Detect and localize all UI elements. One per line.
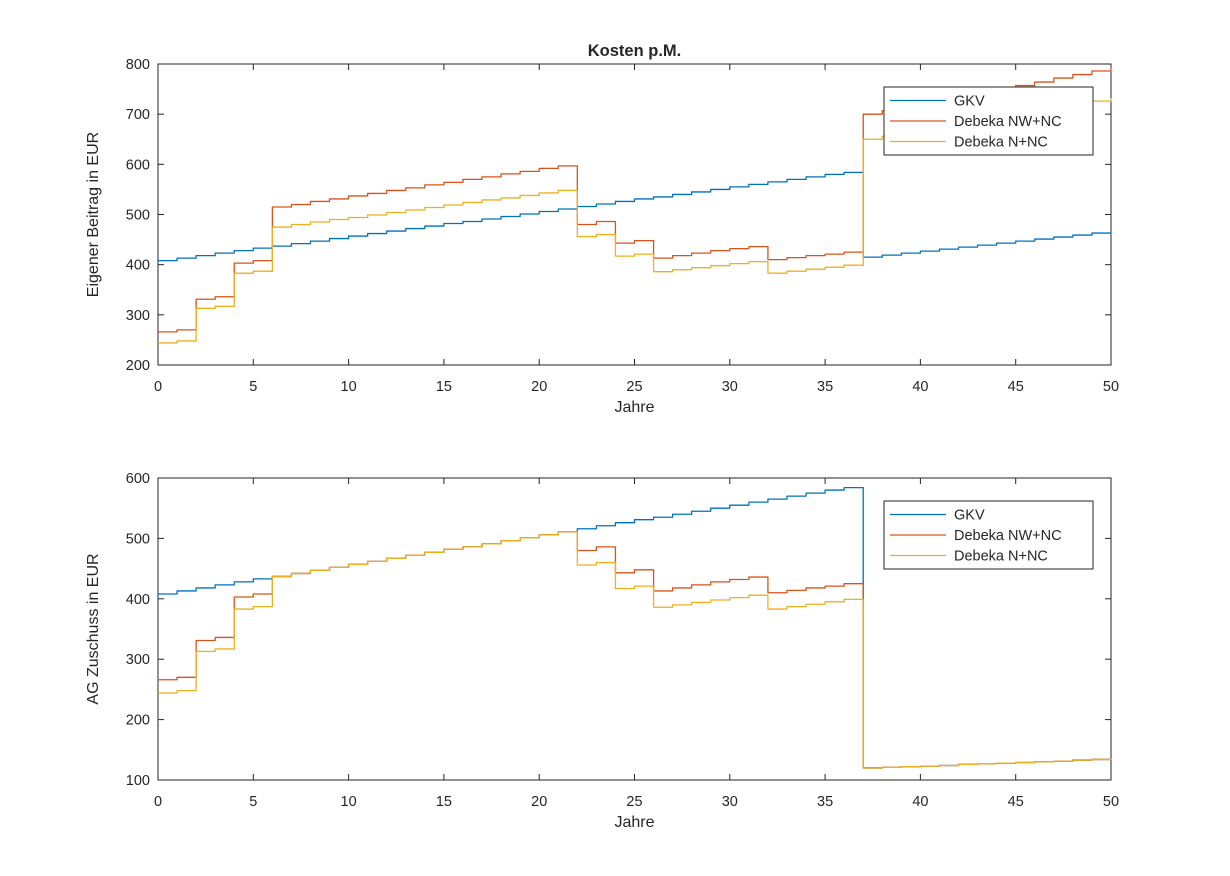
x-tick-label: 5 — [249, 794, 257, 810]
x-tick-label: 40 — [912, 379, 928, 395]
y-tick-label: 500 — [126, 208, 150, 224]
x-tick-label: 5 — [249, 379, 257, 395]
x-tick-label: 15 — [436, 379, 452, 395]
legend: GKV Debeka NW+NC Debeka N+NC — [883, 500, 1094, 570]
x-tick-label: 0 — [154, 379, 162, 395]
legend-label: Debeka N+NC — [954, 135, 1048, 151]
legend-label: Debeka NW+NC — [954, 528, 1062, 544]
legend-label: Debeka NW+NC — [954, 114, 1062, 130]
x-tick-label: 50 — [1103, 379, 1119, 395]
legend: GKV Debeka NW+NC Debeka N+NC — [883, 86, 1094, 156]
x-tick-label: 30 — [722, 794, 738, 810]
y-tick-label: 100 — [126, 773, 150, 789]
y-tick-label: 700 — [126, 107, 150, 123]
chart-title: Kosten p.M. — [588, 42, 682, 60]
x-tick-label: 25 — [626, 794, 642, 810]
x-axis-label: Jahre — [614, 814, 654, 831]
x-tick-label: 0 — [154, 794, 162, 810]
legend-entry-gkv: GKV — [890, 508, 985, 524]
y-tick-label: 400 — [126, 258, 150, 274]
x-tick-label: 45 — [1008, 794, 1024, 810]
x-tick-label: 40 — [912, 794, 928, 810]
legend-entry-debeka-n-nc: Debeka N+NC — [890, 135, 1048, 151]
subplot-eigener-beitrag-in-eur: 0 5 10 15 20 25 30 35 40 45 50 200 300 400 500 600 700 80… — [85, 42, 1119, 416]
y-tick-label: 200 — [126, 713, 150, 729]
x-tick-label: 20 — [531, 379, 547, 395]
x-tick-label: 20 — [531, 794, 547, 810]
legend-label: GKV — [954, 508, 985, 524]
y-tick-label: 400 — [126, 592, 150, 608]
x-tick-label: 45 — [1008, 379, 1024, 395]
x-tick-label: 25 — [626, 379, 642, 395]
x-tick-label: 35 — [817, 794, 833, 810]
x-tick-label: 50 — [1103, 794, 1119, 810]
legend-label: Debeka N+NC — [954, 549, 1048, 565]
legend-label: GKV — [954, 94, 985, 110]
y-tick-label: 800 — [126, 57, 150, 73]
legend-entry-gkv: GKV — [890, 94, 985, 110]
subplot-ag-zuschuss-in-eur: 0 5 10 15 20 25 30 35 40 45 50 100 200 300 400 500 600 GK… — [85, 471, 1119, 831]
y-axis-label: AG Zuschuss in EUR — [85, 553, 102, 704]
series-line-debeka-n-nc — [158, 531, 1112, 769]
legend-entry-debeka-nw-nc: Debeka NW+NC — [890, 114, 1062, 130]
x-tick-label: 15 — [436, 794, 452, 810]
y-tick-label: 300 — [126, 308, 150, 324]
legend-entry-debeka-nw-nc: Debeka NW+NC — [890, 528, 1062, 544]
series-line-gkv — [158, 171, 1112, 262]
y-tick-label: 600 — [126, 471, 150, 487]
x-tick-label: 30 — [722, 379, 738, 395]
x-tick-label: 10 — [341, 794, 357, 810]
y-tick-label: 300 — [126, 652, 150, 668]
y-tick-label: 500 — [126, 531, 150, 547]
y-tick-label: 200 — [126, 358, 150, 374]
x-tick-label: 10 — [341, 379, 357, 395]
y-tick-label: 600 — [126, 157, 150, 173]
y-axis-label: Eigener Beitrag in EUR — [85, 132, 102, 297]
x-tick-label: 35 — [817, 379, 833, 395]
legend-entry-debeka-n-nc: Debeka N+NC — [890, 549, 1048, 565]
x-axis-label: Jahre — [614, 399, 654, 416]
